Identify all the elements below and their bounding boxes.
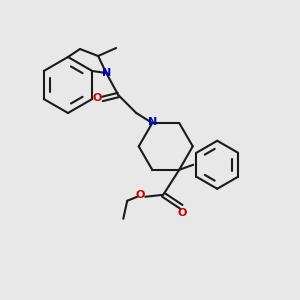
Text: O: O bbox=[178, 208, 187, 218]
Text: O: O bbox=[93, 93, 102, 103]
Text: N: N bbox=[148, 117, 157, 127]
Text: N: N bbox=[102, 68, 111, 78]
Text: O: O bbox=[136, 190, 145, 200]
